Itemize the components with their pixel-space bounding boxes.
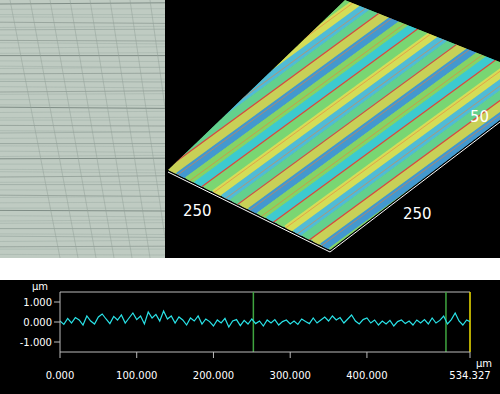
html-text:µm: µm [476,358,493,369]
html-text:250: 250 [403,205,432,223]
svg-text:100.000: 100.000 [116,370,157,381]
svg-text:300.000: 300.000 [270,370,311,381]
html-text:µm: µm [32,281,49,292]
svg-text:-1.000: -1.000 [20,337,52,348]
html-text:50: 50 [470,108,490,126]
svg-text:200.000: 200.000 [193,370,234,381]
svg-text:0.000: 0.000 [46,370,75,381]
svg-text:400.000: 400.000 [346,370,387,381]
html-text:250: 250 [183,202,212,220]
svg-text:534.327: 534.327 [449,370,490,381]
svg-text:0.000: 0.000 [23,317,52,328]
svg-text:1.000: 1.000 [23,297,52,308]
